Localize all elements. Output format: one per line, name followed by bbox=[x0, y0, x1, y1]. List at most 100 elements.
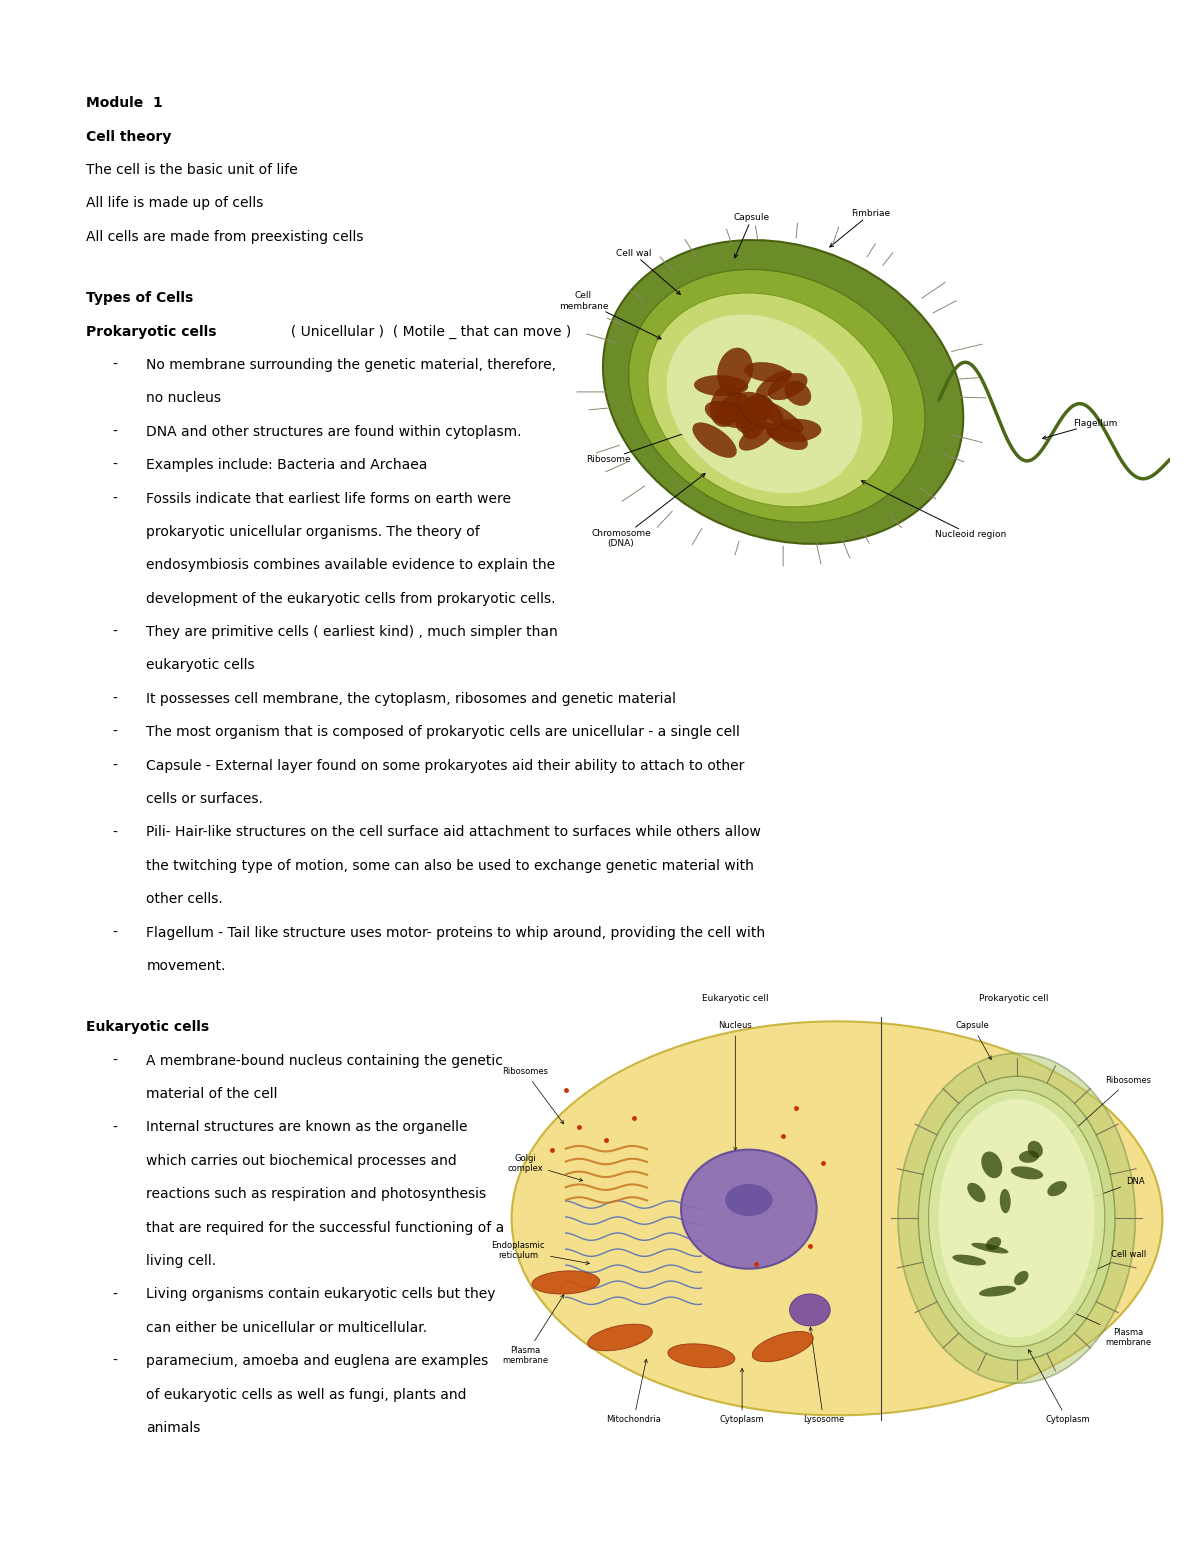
Text: Nucleoid region: Nucleoid region bbox=[862, 481, 1006, 539]
Text: Golgi
complex: Golgi complex bbox=[508, 1154, 583, 1182]
Text: Fossils indicate that earliest life forms on earth were: Fossils indicate that earliest life form… bbox=[146, 491, 511, 506]
Text: animals: animals bbox=[146, 1421, 200, 1435]
Ellipse shape bbox=[979, 1286, 1016, 1297]
Ellipse shape bbox=[1000, 1190, 1010, 1213]
Text: It possesses cell membrane, the cytoplasm, ribosomes and genetic material: It possesses cell membrane, the cytoplas… bbox=[146, 691, 677, 707]
Text: -: - bbox=[113, 758, 118, 773]
Ellipse shape bbox=[588, 1325, 653, 1351]
Ellipse shape bbox=[648, 294, 894, 506]
Text: of eukaryotic cells as well as fungi, plants and: of eukaryotic cells as well as fungi, pl… bbox=[146, 1387, 467, 1402]
Text: The most organism that is composed of prokaryotic cells are unicellular - a sing: The most organism that is composed of pr… bbox=[146, 725, 740, 739]
Ellipse shape bbox=[971, 1242, 1008, 1253]
Text: Lysosome: Lysosome bbox=[803, 1328, 844, 1424]
Text: Pili- Hair-like structures on the cell surface aid attachment to surfaces while : Pili- Hair-like structures on the cell s… bbox=[146, 825, 761, 840]
Text: Plasma
membrane: Plasma membrane bbox=[502, 1295, 564, 1365]
Text: Module  1: Module 1 bbox=[86, 96, 163, 110]
Text: material of the cell: material of the cell bbox=[146, 1087, 278, 1101]
Text: -: - bbox=[113, 424, 118, 439]
Text: -: - bbox=[113, 926, 118, 940]
Text: that are required for the successful functioning of a: that are required for the successful fun… bbox=[146, 1221, 505, 1235]
Text: paramecium, amoeba and euglena are examples: paramecium, amoeba and euglena are examp… bbox=[146, 1354, 488, 1368]
Text: Nucleus: Nucleus bbox=[719, 1022, 752, 1151]
Ellipse shape bbox=[511, 1022, 1163, 1415]
Text: movement.: movement. bbox=[146, 958, 226, 974]
Ellipse shape bbox=[986, 1236, 1001, 1250]
Text: Internal structures are known as the organelle: Internal structures are known as the org… bbox=[146, 1120, 468, 1135]
Ellipse shape bbox=[929, 1090, 1105, 1346]
Ellipse shape bbox=[725, 1183, 773, 1216]
Ellipse shape bbox=[918, 1076, 1115, 1360]
Text: Capsule: Capsule bbox=[955, 1022, 991, 1059]
Text: -: - bbox=[113, 491, 118, 506]
Text: Endoplasmic
reticulum: Endoplasmic reticulum bbox=[492, 1241, 589, 1264]
Text: Fimbriae: Fimbriae bbox=[829, 210, 890, 247]
Ellipse shape bbox=[938, 1100, 1094, 1337]
Ellipse shape bbox=[790, 1294, 830, 1326]
Text: cells or surfaces.: cells or surfaces. bbox=[146, 792, 263, 806]
Ellipse shape bbox=[756, 370, 792, 398]
Text: Ribosomes: Ribosomes bbox=[1070, 1076, 1152, 1134]
Text: Eukaryotic cell: Eukaryotic cell bbox=[702, 994, 769, 1003]
Text: the twitching type of motion, some can also be used to exchange genetic material: the twitching type of motion, some can a… bbox=[146, 859, 755, 873]
Ellipse shape bbox=[898, 1053, 1135, 1384]
Ellipse shape bbox=[744, 362, 790, 382]
Text: -: - bbox=[113, 691, 118, 707]
Text: eukaryotic cells: eukaryotic cells bbox=[146, 658, 256, 672]
Ellipse shape bbox=[750, 394, 773, 421]
Text: They are primitive cells ( earliest kind) , much simpler than: They are primitive cells ( earliest kind… bbox=[146, 624, 558, 640]
Text: Cell wal: Cell wal bbox=[616, 248, 680, 295]
Text: no nucleus: no nucleus bbox=[146, 391, 222, 405]
Ellipse shape bbox=[1019, 1151, 1039, 1163]
Text: Capsule - External layer found on some prokaryotes aid their ability to attach t: Capsule - External layer found on some p… bbox=[146, 758, 745, 773]
Ellipse shape bbox=[737, 391, 784, 430]
Ellipse shape bbox=[695, 376, 748, 396]
Text: Cell theory: Cell theory bbox=[86, 130, 172, 144]
Text: All life is made up of cells: All life is made up of cells bbox=[86, 196, 264, 211]
Ellipse shape bbox=[953, 1255, 986, 1266]
Text: Living organisms contain eukaryotic cells but they: Living organisms contain eukaryotic cell… bbox=[146, 1287, 496, 1301]
Ellipse shape bbox=[768, 424, 808, 450]
Text: Capsule: Capsule bbox=[734, 213, 770, 258]
Text: which carries out biochemical processes and: which carries out biochemical processes … bbox=[146, 1154, 457, 1168]
Text: DNA: DNA bbox=[1064, 1177, 1145, 1208]
Ellipse shape bbox=[751, 398, 803, 432]
Text: Types of Cells: Types of Cells bbox=[86, 290, 193, 306]
Text: reactions such as respiration and photosynthesis: reactions such as respiration and photos… bbox=[146, 1186, 486, 1202]
Text: -: - bbox=[113, 357, 118, 373]
Text: Ribosomes: Ribosomes bbox=[502, 1067, 564, 1124]
Ellipse shape bbox=[532, 1270, 600, 1294]
Ellipse shape bbox=[982, 1151, 1002, 1179]
Text: -: - bbox=[113, 725, 118, 739]
Ellipse shape bbox=[667, 315, 862, 494]
Text: Cytoplasm: Cytoplasm bbox=[720, 1368, 764, 1424]
Ellipse shape bbox=[767, 419, 821, 443]
Text: -: - bbox=[113, 1053, 118, 1068]
Text: -: - bbox=[113, 458, 118, 472]
Ellipse shape bbox=[967, 1183, 985, 1202]
Ellipse shape bbox=[692, 422, 737, 458]
Text: Cytoplasm: Cytoplasm bbox=[1028, 1350, 1090, 1424]
Text: living cell.: living cell. bbox=[146, 1253, 216, 1269]
Text: can either be unicellular or multicellular.: can either be unicellular or multicellul… bbox=[146, 1320, 427, 1336]
Ellipse shape bbox=[768, 373, 808, 399]
Text: Prokaryotic cells: Prokaryotic cells bbox=[86, 325, 217, 339]
Ellipse shape bbox=[602, 241, 964, 544]
Text: DNA and other structures are found within cytoplasm.: DNA and other structures are found withi… bbox=[146, 424, 522, 439]
Text: other cells.: other cells. bbox=[146, 891, 223, 907]
Text: Ribosome: Ribosome bbox=[586, 432, 686, 464]
Text: The cell is the basic unit of life: The cell is the basic unit of life bbox=[86, 163, 298, 177]
Text: Flagellum - Tail like structure uses motor- proteins to whip around, providing t: Flagellum - Tail like structure uses mot… bbox=[146, 926, 766, 940]
Ellipse shape bbox=[716, 393, 749, 424]
Text: Chromosome
(DNA): Chromosome (DNA) bbox=[592, 474, 706, 548]
Text: Examples include: Bacteria and Archaea: Examples include: Bacteria and Archaea bbox=[146, 458, 427, 472]
Text: -: - bbox=[113, 1354, 118, 1368]
Ellipse shape bbox=[1027, 1141, 1043, 1159]
Text: -: - bbox=[113, 1287, 118, 1301]
Text: A membrane-bound nucleus containing the genetic: A membrane-bound nucleus containing the … bbox=[146, 1053, 503, 1068]
Text: -: - bbox=[113, 1120, 118, 1135]
Ellipse shape bbox=[1010, 1166, 1043, 1179]
Text: Prokaryotic cell: Prokaryotic cell bbox=[978, 994, 1048, 1003]
Ellipse shape bbox=[668, 1343, 734, 1368]
Ellipse shape bbox=[629, 269, 925, 522]
Text: development of the eukaryotic cells from prokaryotic cells.: development of the eukaryotic cells from… bbox=[146, 592, 556, 606]
